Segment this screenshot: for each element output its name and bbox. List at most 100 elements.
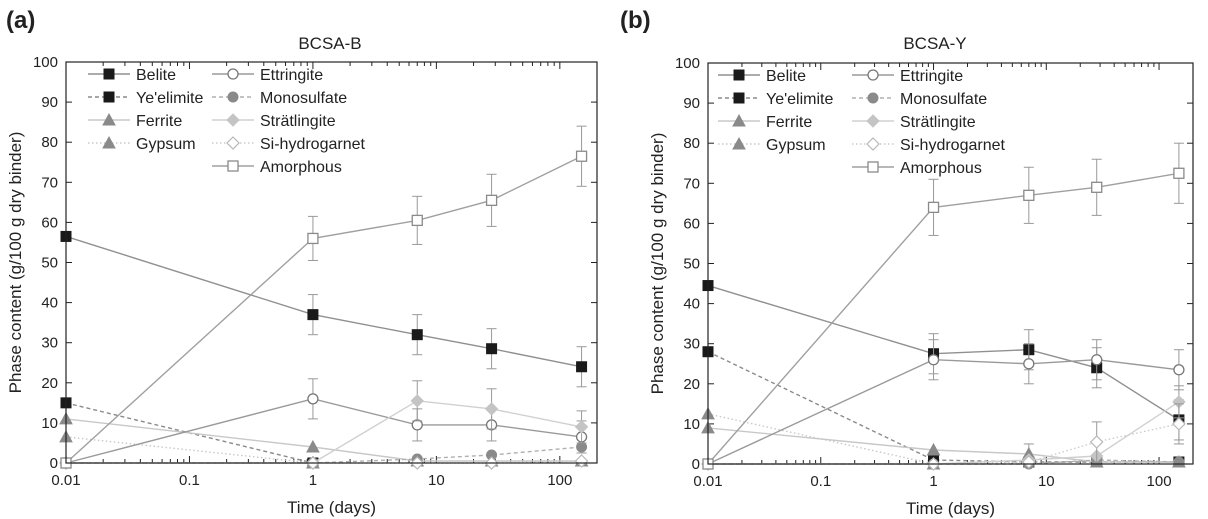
legend-item-ye-elimite: Ye'elimite [718,91,833,108]
data-point-amorphous [485,194,498,206]
legend-marker [227,160,239,172]
y-tick-label: 60 [683,215,700,232]
series-line-belite [65,235,582,368]
legend-marker [732,113,746,127]
series-line-amorphous [65,155,582,464]
x-axis-label: Time (days) [287,498,376,517]
legend-label: Ettringite [900,68,963,85]
panel-label: (b) [620,7,651,34]
chart-title: BCSA-Y [903,34,966,53]
data-point-belite [307,309,319,321]
x-tick-label: 1 [309,472,317,489]
series-str-tlingite [59,380,589,470]
legend-marker [733,69,745,81]
data-point-str-tlingite [410,394,424,408]
legend-label: Monosulfate [260,90,347,107]
data-point-ettringite [1173,364,1185,376]
series-line-ettringite [65,398,582,464]
data-point-str-tlingite [484,402,499,416]
data-point-ettringite [1023,358,1035,370]
plot-frame [65,61,598,464]
legend: Belite Ye'elimite Ferrite Gypsum Ettringite M… [88,67,366,176]
x-tick-label: 100 [547,472,572,489]
legend-item-ye-elimite: Ye'elimite [88,90,203,107]
data-point-ettringite [411,419,423,431]
legend-item-ettringite: Ettringite [212,67,323,84]
legend-marker [867,161,879,173]
series-line-gypsum [65,436,313,464]
legend-item-si-hydrogarnet: Si-hydrogarnet [852,137,1006,154]
legend-marker [102,135,116,149]
data-point-amorphous [1023,189,1035,201]
legend-item-belite: Belite [718,68,806,85]
x-tick-label: 0.01 [51,472,80,489]
legend-label: Strätlingite [900,114,976,131]
legend-marker [103,91,115,103]
legend-marker [867,92,879,104]
legend-item-str-tlingite: Strätlingite [852,114,976,131]
series-amorphous [60,125,588,469]
series-ettringite [702,339,1185,470]
chart-title: BCSA-B [298,34,361,53]
y-tick-label: 10 [41,415,58,432]
y-tick-label: 20 [683,376,700,393]
data-point-si-hydrogarnet [574,454,589,468]
legend-item-monosulfate: Monosulfate [212,90,347,107]
y-tick-label: 90 [41,94,58,111]
x-tick-label: 1 [929,473,937,490]
series-line-ye-elimite [707,351,1179,463]
legend-marker [102,112,116,126]
legend-label: Si-hydrogarnet [260,136,366,153]
series-line-amorphous [707,172,1180,465]
legend-item-gypsum: Gypsum [718,136,826,154]
data-point-str-tlingite [574,420,589,434]
data-point-ettringite [307,393,319,405]
series-line-ferrite [65,418,582,462]
legend-marker [227,68,239,80]
legend-label: Ferrite [136,113,182,130]
data-point-amorphous [575,150,588,162]
legend-marker [733,92,745,104]
data-point-belite [576,361,588,373]
data-point-si-hydrogarnet [1021,455,1036,469]
legend-item-gypsum: Gypsum [88,135,196,153]
chart-panel-b: (b) BCSA-Y Phase content (g/100 g dry bind… [620,7,1194,518]
data-point-monosulfate [576,441,588,453]
data-point-amorphous [411,214,423,227]
legend-label: Monosulfate [900,91,987,108]
data-point-ettringite [1091,354,1103,366]
legend-label: Gypsum [766,137,826,154]
y-tick-label: 40 [41,295,58,312]
y-tick-label: 100 [33,54,58,71]
legend-item-ettringite: Ettringite [852,68,963,85]
y-axis-label: Phase content (g/100 g dry binder) [6,132,25,394]
series-line-str-tlingite [66,400,582,464]
y-tick-label: 50 [41,255,58,272]
legend: Belite Ye'elimite Ferrite Gypsum Ettringite M… [718,68,1006,177]
y-tick-label: 80 [683,135,700,152]
x-tick-label: 100 [1147,473,1172,490]
series-ye-elimite [702,346,1185,468]
y-tick-label: 30 [683,336,700,353]
data-point-amorphous [1091,181,1103,193]
legend-marker [226,136,240,150]
legend-label: Strätlingite [260,113,336,130]
y-tick-label: 100 [675,55,700,72]
series-line-belite [707,284,1180,421]
series-line-str-tlingite [708,401,1180,465]
legend-item-str-tlingite: Strätlingite [212,113,336,130]
legend-marker [866,114,880,128]
legend-label: Ye'elimite [136,90,203,107]
legend-item-ferrite: Ferrite [88,112,182,130]
data-point-amorphous [307,232,319,245]
legend-label: Belite [766,68,806,85]
data-point-ettringite [927,354,940,366]
x-tick-label: 10 [428,472,445,489]
legend-label: Ettringite [260,67,323,84]
data-point-ferrite [306,439,320,453]
data-point-ferrite [926,442,941,456]
legend-label: Si-hydrogarnet [900,137,1006,154]
y-tick-label: 40 [683,296,700,313]
y-tick-label: 70 [41,174,58,191]
